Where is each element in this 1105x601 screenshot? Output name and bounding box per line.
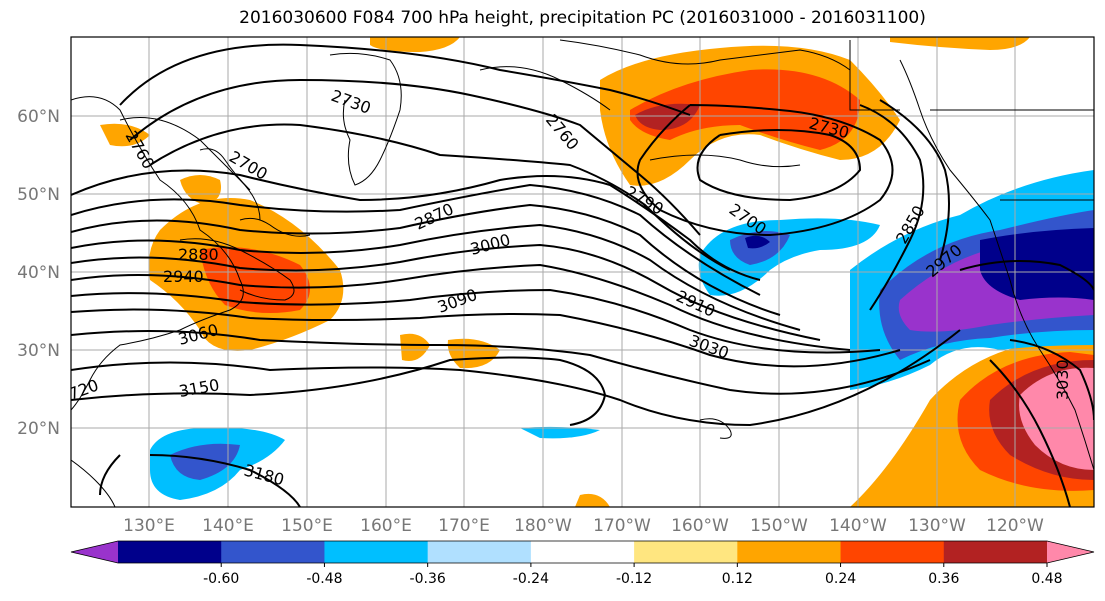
- lon-label: 120°W: [986, 516, 1044, 536]
- latitude-labels: 60°N 50°N 40°N 30°N 20°N: [17, 107, 60, 439]
- lat-label: 60°N: [17, 107, 60, 127]
- gridlines: [71, 37, 1094, 507]
- colorbar-segment: [324, 541, 429, 563]
- lon-label: 140°W: [829, 516, 887, 536]
- lat-label: 50°N: [17, 185, 60, 205]
- colorbar: -0.60 -0.48 -0.36 -0.24 -0.12 0.12 0.24 0.36 0.4…: [70, 540, 1095, 587]
- lon-label: 130°E: [123, 516, 175, 536]
- lon-label: 150°W: [750, 516, 808, 536]
- lon-label: 170°W: [593, 516, 651, 536]
- lon-label: 180°W: [514, 516, 572, 536]
- contour-label: 2940: [163, 267, 204, 286]
- colorbar-tick-label: 0.12: [722, 571, 753, 587]
- lon-label: 160°W: [671, 516, 729, 536]
- map-border: [70, 36, 1095, 508]
- colorbar-tick-label: -0.36: [410, 571, 446, 587]
- lon-label: 170°E: [438, 516, 490, 536]
- height-contours: [71, 43, 1094, 507]
- colorbar-tick-label: 0.48: [1031, 571, 1062, 587]
- contour-label: 3030: [1053, 359, 1072, 400]
- colorbar-tick-label: 0.24: [825, 571, 856, 587]
- colorbar-segment: [737, 541, 842, 563]
- lon-label: 130°W: [908, 516, 966, 536]
- lat-label: 30°N: [17, 341, 60, 361]
- lat-label: 20°N: [17, 419, 60, 439]
- lon-label: 140°E: [202, 516, 254, 536]
- contour-label: 2880: [178, 245, 219, 264]
- longitude-labels: 130°E 140°E 150°E 160°E 170°E 180°W 170°…: [123, 516, 1044, 536]
- colorbar-outline: [70, 540, 1095, 564]
- colorbar-segment: [943, 541, 1048, 563]
- colorbar-tick-label: -0.12: [616, 571, 652, 587]
- colorbar-segment: [840, 541, 945, 563]
- precip-negative-shading: [150, 170, 1094, 500]
- colorbar-tick-label: -0.48: [306, 571, 342, 587]
- colorbar-extend-high: [1047, 541, 1094, 563]
- colorbar-segment: [118, 541, 222, 563]
- colorbar-tick-label: 0.36: [928, 571, 959, 587]
- colorbar-segment: [530, 541, 635, 563]
- lon-label: 150°E: [281, 516, 333, 536]
- colorbar-segment: [221, 541, 325, 563]
- map-title: 2016030600 F084 700 hPa height, precipit…: [239, 8, 926, 28]
- colorbar-segment: [427, 541, 532, 563]
- lat-label: 40°N: [17, 263, 60, 283]
- lon-label: 160°E: [360, 516, 412, 536]
- colorbar-segment: [634, 541, 738, 563]
- colorbar-tick-label: -0.60: [203, 571, 239, 587]
- colorbar-tick-label: -0.24: [513, 571, 549, 587]
- colorbar-extend-low: [71, 541, 118, 563]
